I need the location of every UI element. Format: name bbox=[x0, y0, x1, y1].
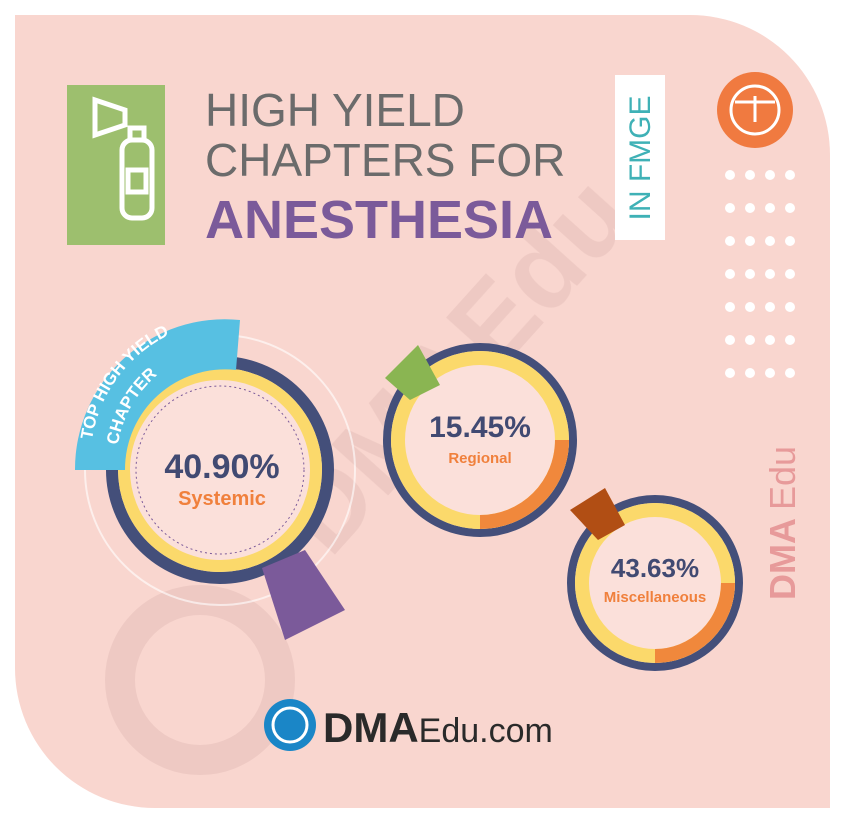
dot bbox=[765, 302, 775, 312]
dot bbox=[765, 203, 775, 213]
dot bbox=[745, 170, 755, 180]
logo-figure bbox=[729, 84, 781, 136]
dot bbox=[725, 203, 735, 213]
title-subject: ANESTHESIA bbox=[205, 190, 553, 250]
segment-label: Miscellaneous bbox=[604, 589, 707, 606]
tag-box bbox=[615, 75, 665, 240]
segment-value: 43.63% bbox=[611, 553, 699, 583]
ring-segment bbox=[654, 582, 735, 663]
dot bbox=[785, 368, 795, 378]
dot bbox=[725, 335, 735, 345]
dot bbox=[765, 236, 775, 246]
dot-grid bbox=[725, 170, 795, 378]
dot bbox=[785, 269, 795, 279]
ring-outer bbox=[383, 343, 577, 537]
dot bbox=[725, 302, 735, 312]
ring-outer bbox=[567, 495, 743, 671]
pointer-wedge bbox=[570, 488, 625, 540]
tag: IN FMGE bbox=[624, 96, 657, 221]
segment-value: 40.90% bbox=[164, 448, 279, 486]
footer-bold: DMA bbox=[323, 704, 419, 751]
dot bbox=[725, 368, 735, 378]
title-line: HIGH YIELD bbox=[205, 84, 465, 136]
dot bbox=[785, 335, 795, 345]
segment-value: 15.45% bbox=[429, 411, 531, 444]
side-brand-bold: DMA bbox=[762, 518, 803, 600]
ring-segment bbox=[479, 439, 569, 529]
pointer-wedge bbox=[385, 345, 440, 400]
dot bbox=[765, 368, 775, 378]
footer-light: Edu.com bbox=[419, 712, 553, 750]
dot bbox=[765, 170, 775, 180]
ring-core bbox=[135, 385, 305, 555]
dot bbox=[745, 203, 755, 213]
title-line: CHAPTERS FOR bbox=[205, 134, 565, 186]
dot bbox=[725, 170, 735, 180]
dot bbox=[785, 203, 795, 213]
side-brand: DMA Edu bbox=[762, 446, 803, 600]
segment-label: Systemic bbox=[178, 488, 266, 510]
anesthesia-icon bbox=[92, 96, 155, 221]
dot bbox=[765, 335, 775, 345]
badge-banner bbox=[74, 319, 241, 470]
dot bbox=[745, 269, 755, 279]
dot bbox=[765, 269, 775, 279]
dot bbox=[785, 302, 795, 312]
dot bbox=[745, 335, 755, 345]
pointer-wedge bbox=[262, 550, 345, 640]
footer-brand: DMAEdu.com bbox=[323, 704, 553, 751]
dot bbox=[745, 236, 755, 246]
segment-label: Regional bbox=[448, 450, 511, 467]
dot bbox=[745, 368, 755, 378]
dot bbox=[725, 236, 735, 246]
dot bbox=[725, 269, 735, 279]
side-brand-light: Edu bbox=[762, 446, 803, 510]
dot bbox=[785, 170, 795, 180]
footer-logo-ring bbox=[271, 706, 309, 744]
dot bbox=[785, 236, 795, 246]
dot bbox=[745, 302, 755, 312]
